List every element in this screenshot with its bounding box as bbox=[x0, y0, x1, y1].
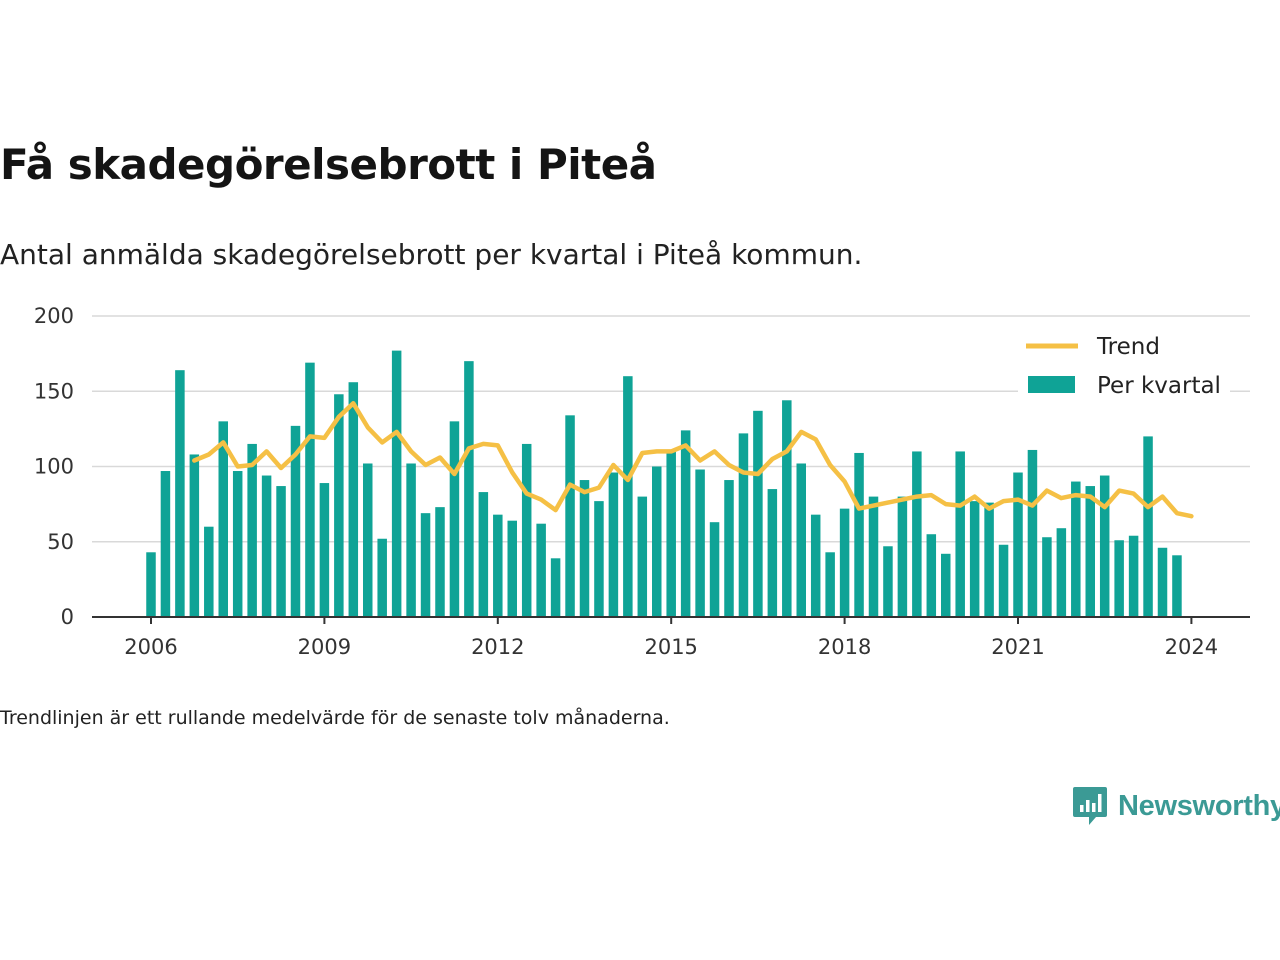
bar bbox=[1056, 528, 1067, 617]
x-tick-label: 2015 bbox=[644, 635, 697, 659]
x-tick-label: 2006 bbox=[124, 635, 177, 659]
bar bbox=[550, 558, 561, 617]
bar bbox=[449, 421, 460, 617]
newsworthy-logo-icon bbox=[1073, 787, 1107, 825]
bar bbox=[521, 443, 532, 617]
bar-series-per-kvartal bbox=[146, 350, 1182, 617]
bar bbox=[363, 463, 373, 617]
x-tick-label: 2024 bbox=[1165, 635, 1218, 659]
bar bbox=[579, 480, 590, 617]
bar bbox=[868, 496, 879, 617]
bar bbox=[464, 361, 474, 617]
bar bbox=[261, 475, 272, 617]
y-tick-label: 200 bbox=[34, 304, 74, 328]
bar bbox=[536, 523, 546, 617]
bar bbox=[377, 538, 387, 617]
legend: Trend Per kvartal bbox=[1018, 326, 1230, 404]
brand-logo: Newsworthy bbox=[1072, 784, 1280, 828]
bar bbox=[825, 552, 835, 617]
bar bbox=[319, 483, 330, 617]
bar bbox=[796, 463, 806, 617]
bar bbox=[695, 469, 705, 617]
chart-title: Få skadegörelsebrott i Piteå bbox=[0, 140, 657, 189]
bar bbox=[232, 471, 243, 617]
bar bbox=[218, 421, 228, 617]
bar bbox=[998, 544, 1009, 617]
y-tick-label: 50 bbox=[47, 530, 74, 554]
axes: 0 50 100 150 200 2006 2009 2012 2015 2018 2021 2024 bbox=[34, 304, 1250, 659]
bar bbox=[406, 463, 416, 617]
bar bbox=[507, 520, 517, 617]
bar bbox=[1027, 449, 1038, 617]
x-tick-label: 2009 bbox=[298, 635, 351, 659]
trend-line bbox=[192, 401, 1194, 519]
bar bbox=[1143, 436, 1153, 617]
chart-area: 0 50 100 150 200 2006 2009 2012 2015 2018 2021 2024… bbox=[34, 304, 1250, 659]
bar bbox=[565, 415, 575, 617]
bar bbox=[1128, 535, 1139, 617]
brand-name: Newsworthy bbox=[1118, 789, 1280, 822]
bar bbox=[420, 513, 431, 617]
bar bbox=[334, 394, 344, 617]
bar bbox=[1099, 475, 1110, 617]
bar bbox=[883, 546, 893, 617]
y-tick-label: 0 bbox=[61, 605, 74, 629]
bar bbox=[623, 376, 633, 617]
bar bbox=[955, 451, 965, 617]
legend-label-per-kvartal: Per kvartal bbox=[1097, 373, 1221, 399]
chart-subtitle: Antal anmälda skadegörelsebrott per kvar… bbox=[0, 238, 863, 271]
bar bbox=[608, 472, 619, 617]
bar bbox=[493, 514, 503, 617]
bar bbox=[1042, 537, 1052, 617]
bar bbox=[478, 492, 489, 617]
bar bbox=[391, 350, 402, 617]
bar bbox=[912, 451, 922, 617]
bar bbox=[709, 522, 720, 617]
bar bbox=[738, 433, 749, 617]
bar bbox=[204, 526, 214, 617]
bar bbox=[1013, 472, 1023, 617]
bar bbox=[652, 466, 662, 617]
bar bbox=[290, 425, 301, 617]
bar bbox=[839, 508, 850, 617]
bar bbox=[348, 382, 359, 617]
y-tick-label: 150 bbox=[34, 379, 74, 403]
bar bbox=[247, 443, 257, 617]
footnote: Trendlinjen är ett rullande medelvärde f… bbox=[0, 707, 670, 729]
bar bbox=[189, 454, 200, 617]
bar bbox=[1114, 540, 1124, 617]
bar bbox=[666, 449, 676, 617]
bar bbox=[160, 471, 171, 617]
bar bbox=[767, 489, 778, 617]
bar bbox=[1071, 481, 1081, 617]
legend-label-trend: Trend bbox=[1096, 334, 1160, 360]
bar bbox=[753, 410, 763, 617]
y-tick-label: 100 bbox=[34, 455, 74, 479]
x-tick-label: 2018 bbox=[818, 635, 871, 659]
bar bbox=[1157, 547, 1168, 617]
bar bbox=[724, 480, 734, 617]
bar bbox=[305, 362, 315, 617]
bar bbox=[1085, 486, 1095, 617]
x-tick-label: 2012 bbox=[471, 635, 524, 659]
bar bbox=[435, 507, 445, 617]
bar bbox=[984, 502, 994, 617]
bar bbox=[637, 496, 648, 617]
bar bbox=[941, 553, 951, 617]
bar bbox=[926, 534, 937, 617]
bar bbox=[854, 452, 864, 617]
bar bbox=[146, 552, 156, 617]
legend-swatch-per-kvartal bbox=[1028, 376, 1075, 393]
bar bbox=[969, 501, 980, 617]
bar bbox=[276, 486, 286, 617]
bar bbox=[1172, 555, 1182, 617]
bar bbox=[594, 501, 604, 617]
bar bbox=[680, 430, 691, 617]
bar bbox=[175, 370, 185, 617]
bar bbox=[782, 400, 792, 617]
line-series-trend bbox=[192, 401, 1194, 519]
bar bbox=[897, 496, 908, 617]
bar bbox=[810, 514, 821, 617]
x-tick-label: 2021 bbox=[991, 635, 1044, 659]
